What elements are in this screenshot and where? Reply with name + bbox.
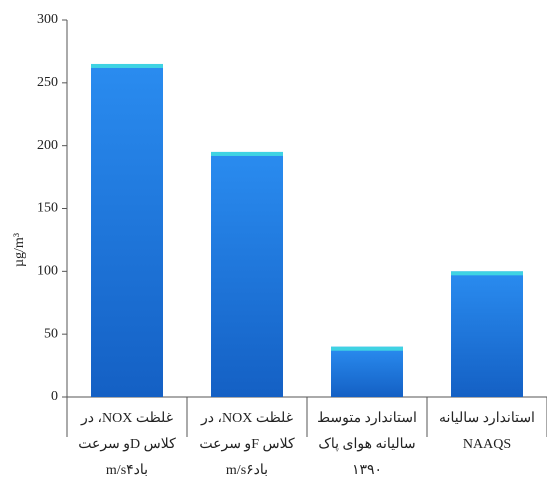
- y-tick-label: 250: [37, 75, 58, 90]
- y-tick-label: 150: [37, 201, 58, 216]
- y-tick-label: 0: [51, 389, 58, 404]
- y-tick-label: 50: [44, 326, 58, 341]
- bar: [211, 151, 283, 397]
- y-tick-label: 100: [37, 264, 58, 279]
- x-tick-label: بادm/s۴: [106, 463, 148, 478]
- x-tick-label: غلظت NOX، در: [80, 411, 173, 426]
- x-tick-label: کلاس Dو سرعت: [78, 437, 176, 452]
- x-tick-label: استاندارد متوسط: [317, 411, 417, 426]
- x-tick-label: بادm/s۶: [226, 463, 268, 478]
- bar-cap: [211, 151, 283, 156]
- x-tick-label: NAAQS: [463, 437, 511, 452]
- y-axis-label: µg/m³: [12, 233, 27, 267]
- bar-cap: [91, 63, 163, 68]
- x-tick-label: سالیانه هوای پاک: [318, 437, 415, 452]
- bar: [331, 346, 403, 397]
- x-tick-label: ۱۳۹۰: [352, 463, 382, 478]
- x-tick-label: غلظت NOX، در: [200, 411, 293, 426]
- y-tick-label: 300: [37, 12, 58, 27]
- bar-cap: [451, 271, 523, 276]
- y-tick-label: 200: [37, 138, 58, 153]
- bar: [451, 271, 523, 397]
- bar: [91, 63, 163, 397]
- x-tick-label: کلاس Fو سرعت: [199, 437, 295, 452]
- bar-cap: [331, 346, 403, 351]
- x-tick-label: استاندارد سالیانه: [439, 411, 535, 426]
